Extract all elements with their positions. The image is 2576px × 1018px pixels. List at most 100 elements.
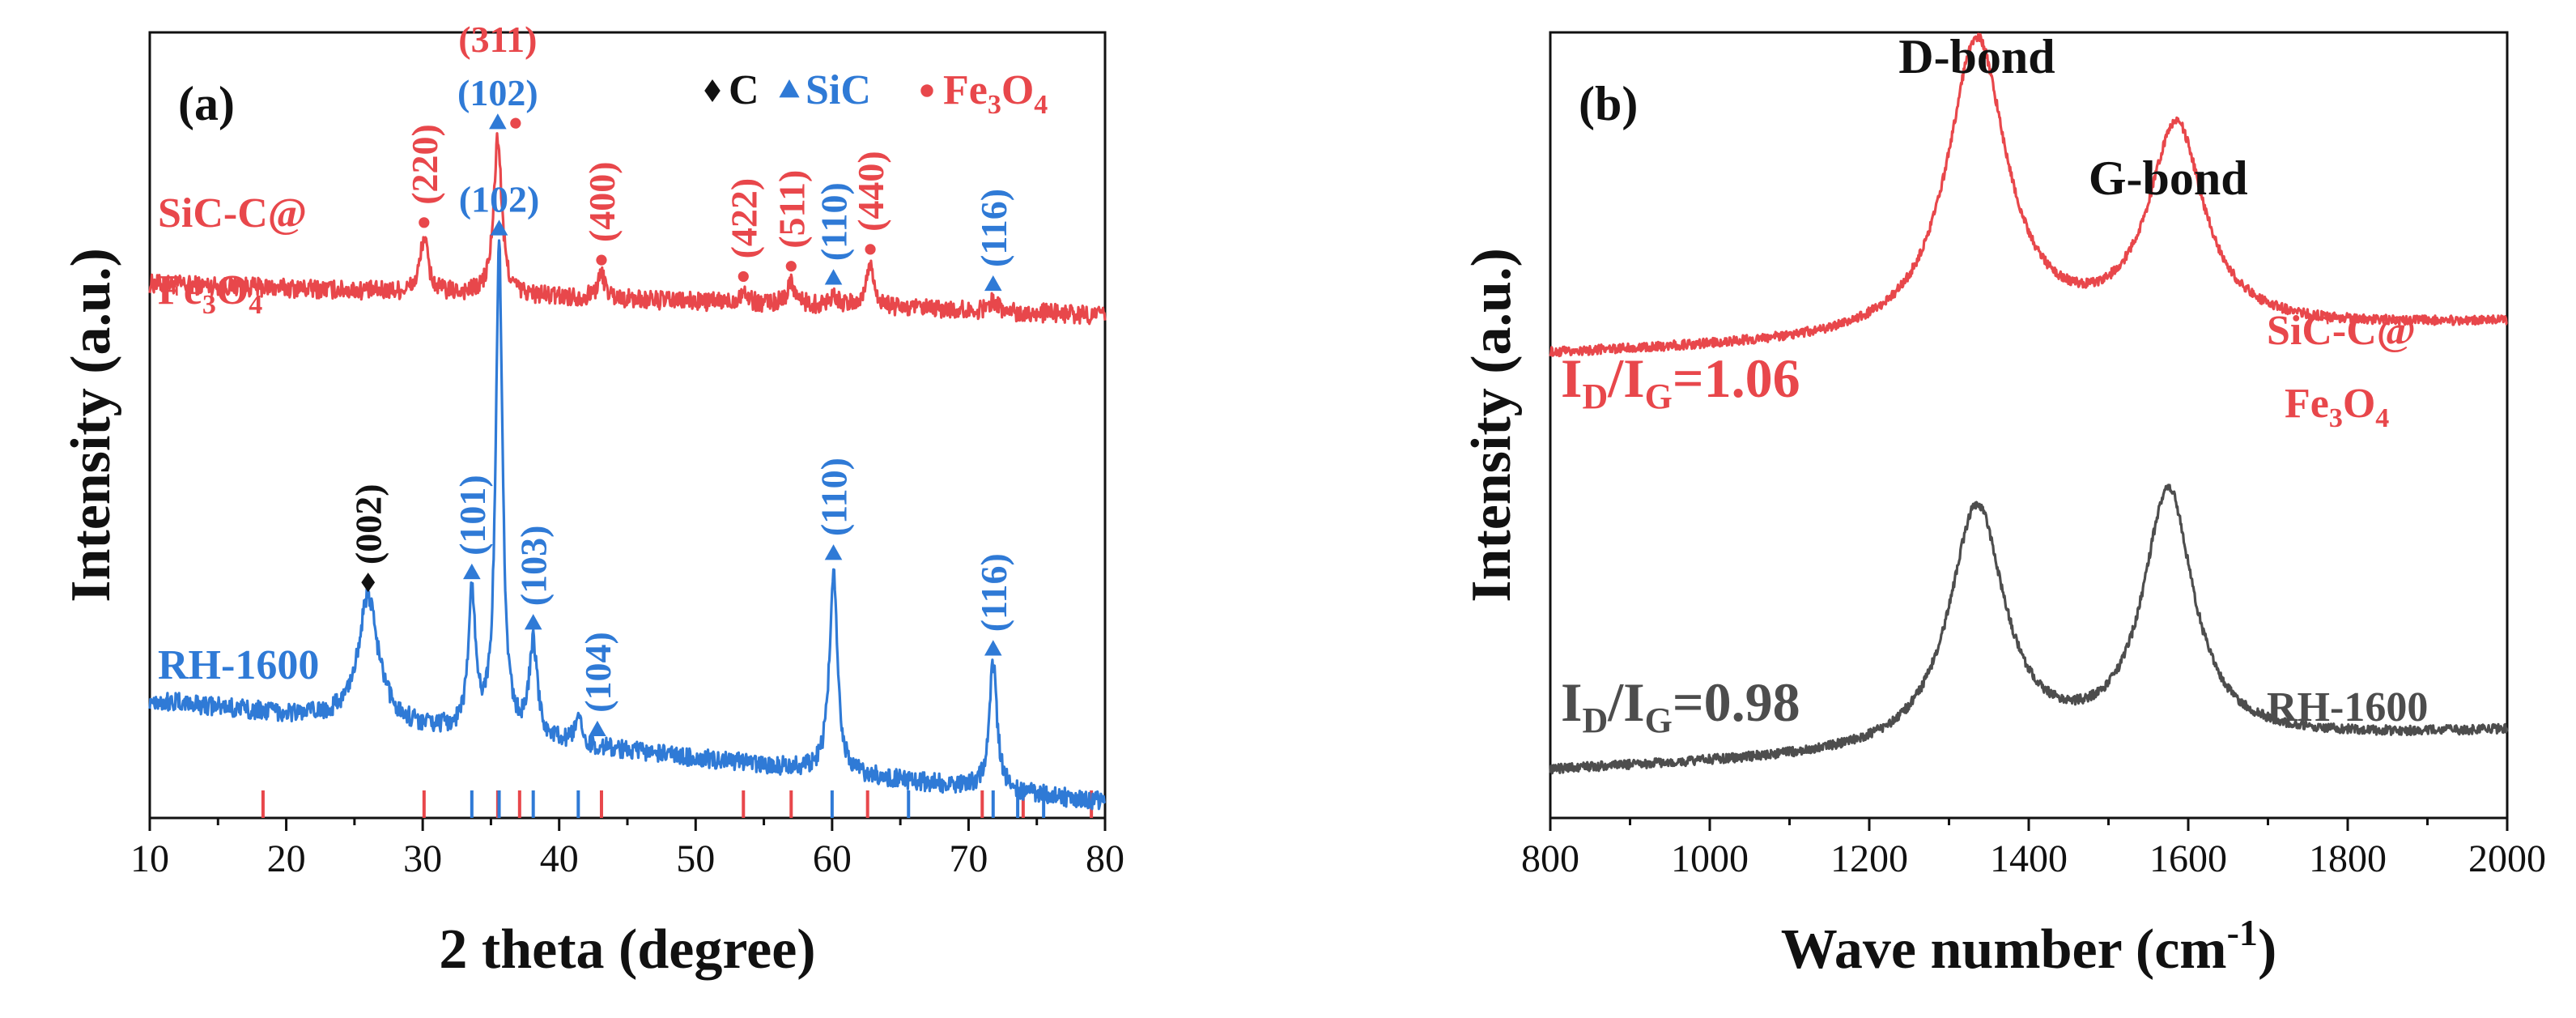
sic-peak-marker — [824, 544, 843, 560]
sample-label-subscript: 3 — [202, 290, 216, 320]
ratio-part: /I — [1607, 671, 1644, 733]
sample-label-sic-c-fe3o4: SiC-C@ — [2267, 308, 2416, 354]
peak-label: (102) — [457, 72, 538, 113]
sample-label-subscript: 4 — [2375, 403, 2389, 433]
peak-label: (110) — [814, 182, 855, 261]
fe3o4-peak-marker — [419, 217, 430, 228]
x-axis-title: Wave number (cm-1) — [1781, 912, 2277, 981]
legend-entry-label: Fe3O4 — [943, 67, 1048, 120]
peak-label: (440) — [850, 151, 891, 232]
legend-subscript: 3 — [988, 90, 1001, 120]
sample-label-part: O — [216, 267, 249, 313]
x-tick-label: 1400 — [1990, 837, 2068, 880]
x-axis-title-part: Wave number (cm — [1781, 918, 2227, 981]
ratio-part: =0.98 — [1673, 671, 1800, 733]
sic-peak-marker — [490, 219, 508, 236]
x-tick-label: 10 — [130, 837, 169, 880]
fe3o4-peak-marker — [865, 244, 876, 255]
x-tick-label: 20 — [267, 837, 306, 880]
x-axis-title-superscript: -1 — [2227, 912, 2258, 953]
peak-label: (511) — [771, 170, 812, 249]
sample-label-sic-c-fe3o4-line2: Fe3O4 — [2285, 381, 2389, 433]
ratio-part: =1.06 — [1673, 347, 1800, 409]
y-axis-title: Intensity (a.u.) — [1460, 248, 1523, 603]
legend: C SiC Fe3O4 — [704, 67, 1048, 120]
peak-label: (220) — [404, 124, 445, 205]
sample-label-part: O — [2343, 381, 2375, 427]
peak-label: (422) — [723, 178, 764, 259]
panel-a-xrd-chart: 10 20 30 40 50 60 70 80 Intensity (a.u.) 2 theta … — [60, 19, 1124, 981]
legend-entry-label: C — [729, 67, 759, 113]
legend-part: O — [1001, 67, 1034, 113]
fe3o4-peak-marker — [510, 117, 521, 129]
peak-label: (400) — [581, 161, 623, 242]
sic-peak-marker — [779, 79, 800, 98]
ratio-part: I — [1561, 671, 1582, 733]
x-tick-label: 800 — [1521, 837, 1579, 880]
sample-label-sic-c-fe3o4: SiC-C@ — [158, 190, 307, 236]
c-peak-marker — [704, 79, 721, 102]
ratio-label-rh-1600: ID/IG=0.98 — [1561, 671, 1800, 740]
series-line-sic-c-fe3o4 — [1549, 32, 2508, 358]
sic-peak-marker — [524, 614, 542, 630]
peak-label: (103) — [513, 526, 555, 607]
peak-label: (116) — [973, 189, 1014, 267]
panel-label: (b) — [1579, 77, 1638, 130]
x-tick-label: 1000 — [1671, 837, 1749, 880]
sample-label-subscript: 4 — [249, 290, 262, 320]
sic-peak-marker — [589, 720, 606, 737]
legend-part: Fe — [943, 67, 988, 113]
x-tick-label: 60 — [813, 837, 852, 880]
peak-label: (116) — [973, 553, 1014, 632]
sic-peak-marker — [984, 640, 1002, 656]
x-tick-label: 50 — [676, 837, 715, 880]
legend-subscript: 4 — [1034, 90, 1048, 120]
x-tick-label: 80 — [1086, 837, 1124, 880]
sic-peak-marker — [463, 563, 481, 580]
sic-peak-marker — [824, 269, 843, 285]
x-tick-label: 1200 — [1830, 837, 1908, 880]
fe3o4-peak-marker — [738, 270, 749, 283]
sample-label-subscript: 3 — [2329, 403, 2343, 433]
series-line-rh-1600 — [148, 239, 1107, 811]
legend-entry-label: SiC — [806, 67, 871, 113]
fe3o4-peak-marker — [596, 254, 607, 266]
x-axis-title: 2 theta (degree) — [439, 918, 815, 981]
ratio-label-sic-c-fe3o4: ID/IG=1.06 — [1561, 347, 1800, 416]
y-axis-title: Intensity (a.u.) — [60, 248, 122, 603]
sample-label-rh-1600: RH-1600 — [158, 642, 319, 688]
fe3o4-peak-marker — [785, 261, 797, 272]
band-label-d: D-bond — [1898, 30, 2055, 83]
x-axis-title-part: ) — [2258, 918, 2276, 981]
peak-label: (002) — [348, 483, 389, 564]
sample-label-part: Fe — [2285, 381, 2329, 427]
sample-label-sic-c-fe3o4-line2: Fe3O4 — [158, 267, 262, 320]
peak-label: (110) — [814, 458, 855, 536]
peak-label: (311) — [458, 19, 537, 60]
x-tick-label: 30 — [403, 837, 442, 880]
x-tick-label: 1600 — [2149, 837, 2227, 880]
c-peak-marker — [361, 573, 376, 593]
sic-peak-marker — [489, 113, 507, 130]
fe3o4-peak-marker — [920, 84, 933, 97]
ratio-part: /I — [1607, 347, 1644, 409]
x-tick-label: 40 — [540, 837, 579, 880]
peak-label: (101) — [452, 475, 493, 556]
x-tick-label: 70 — [949, 837, 988, 880]
ratio-subscript: G — [1645, 377, 1673, 416]
ratio-subscript: D — [1582, 701, 1608, 740]
series-line-rh-1600 — [1549, 483, 2509, 775]
panel-b-raman-chart: 800 1000 1200 1400 1600 1800 2000 Intensity (a.… — [1460, 30, 2546, 981]
ratio-part: I — [1561, 347, 1582, 409]
panel-label: (a) — [178, 77, 235, 130]
series-line-sic-c-fe3o4 — [148, 132, 1107, 326]
sic-peak-marker — [984, 275, 1002, 292]
sample-label-part: Fe — [158, 267, 202, 313]
x-tick-label: 1800 — [2309, 837, 2387, 880]
ratio-subscript: G — [1645, 701, 1673, 740]
peak-label: (102) — [459, 178, 540, 219]
peak-label: (104) — [577, 632, 618, 713]
band-label-g: G-bond — [2089, 151, 2248, 205]
ratio-subscript: D — [1582, 377, 1608, 416]
